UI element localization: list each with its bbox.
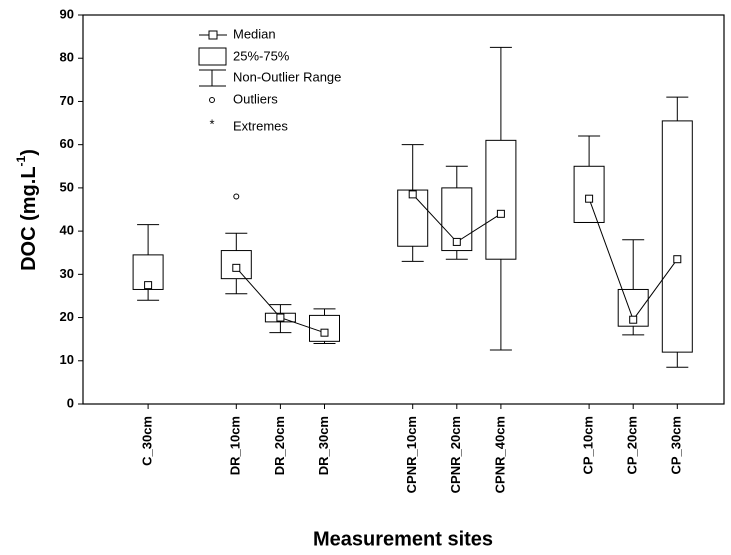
median-marker — [276, 313, 285, 322]
y-label-sup: -1 — [14, 155, 28, 166]
x-axis-label: Measurement sites — [313, 528, 493, 550]
box — [132, 254, 164, 290]
x-tick-label: CPNR_20cm — [448, 416, 463, 493]
legend-square — [208, 30, 218, 40]
outlier — [233, 193, 240, 200]
x-tick-label: CP_10cm — [581, 416, 596, 475]
legend: * Median 25%-75% Non-Outlier Range Outli… — [198, 26, 341, 133]
median-marker — [408, 190, 417, 199]
box — [220, 250, 252, 280]
y-tick-label: 0 — [67, 395, 74, 410]
median-marker — [452, 237, 461, 246]
y-tick-label: 30 — [60, 266, 74, 281]
y-axis-label: DOC (mg.L-1) — [14, 149, 40, 271]
y-tick-label: 50 — [60, 179, 74, 194]
box — [309, 314, 340, 342]
legend-label: Median — [233, 26, 276, 41]
y-label-main: DOC (mg.L — [18, 166, 40, 270]
x-tick-label: CPNR_10cm — [404, 416, 419, 493]
x-tick-label: DR_20cm — [272, 416, 287, 475]
legend-circle — [209, 97, 215, 103]
x-tick-label: C_30cm — [140, 416, 155, 466]
y-tick-label: 40 — [60, 223, 74, 238]
median-marker — [232, 263, 241, 272]
y-tick-label: 10 — [60, 352, 74, 367]
median-line — [235, 194, 678, 334]
x-tick-label: CP_20cm — [625, 416, 640, 475]
y-tick-label: 80 — [60, 50, 74, 65]
plot-frame — [82, 14, 725, 405]
x-tick-label: DR_10cm — [228, 416, 243, 475]
legend-asterisk: * — [209, 116, 214, 131]
x-tick-label: CPNR_40cm — [492, 416, 507, 493]
box — [485, 139, 517, 260]
y-tick-label: 90 — [60, 6, 74, 21]
legend-whisker — [199, 69, 226, 87]
median-marker — [496, 209, 505, 218]
median-marker — [629, 315, 638, 324]
legend-label: Non-Outlier Range — [233, 69, 341, 84]
box — [573, 165, 605, 223]
box — [441, 187, 473, 252]
legend-label: Extremes — [233, 118, 288, 133]
x-tick-label: DR_30cm — [316, 416, 331, 475]
y-tick-label: 60 — [60, 136, 74, 151]
box — [661, 120, 693, 353]
legend-label: Outliers — [233, 91, 278, 106]
box — [617, 288, 649, 327]
median-marker — [320, 328, 329, 337]
median-marker — [673, 255, 682, 264]
x-tick-label: CP_30cm — [669, 416, 684, 475]
y-tick-label: 20 — [60, 309, 74, 324]
legend-label: 25%-75% — [233, 48, 290, 63]
box — [397, 189, 429, 247]
y-label-end: ) — [18, 149, 40, 156]
median-marker — [144, 281, 153, 290]
median-marker — [585, 194, 594, 203]
legend-box — [198, 47, 227, 66]
box — [264, 312, 296, 323]
y-tick-label: 70 — [60, 93, 74, 108]
